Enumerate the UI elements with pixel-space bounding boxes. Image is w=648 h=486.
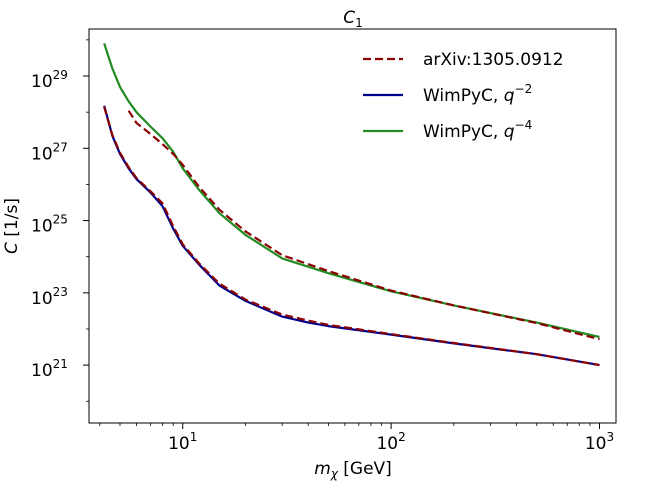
series-line-3 bbox=[103, 106, 600, 367]
series-line-1 bbox=[127, 110, 600, 341]
y-tick-label-1: 1023 bbox=[31, 285, 68, 309]
x-axis-label: mχ [GeV] bbox=[314, 459, 392, 481]
chart-title: C1 bbox=[343, 8, 363, 30]
plot-frame bbox=[88, 28, 617, 424]
legend: arXiv:1305.0912 WimPyC, q−2 WimPyC, q−4 bbox=[363, 50, 564, 142]
axes-layer: 101 102 103 1021 1023 1025 1027 1029 bbox=[31, 39, 614, 454]
x-tick-label-1: 102 bbox=[376, 430, 405, 454]
y-tick-label-4: 1029 bbox=[31, 68, 68, 92]
x-tick-label-0: 101 bbox=[168, 430, 197, 454]
x-tick-label-2: 103 bbox=[585, 430, 614, 454]
series-layer bbox=[103, 43, 600, 367]
legend-label-2: WimPyC, q−4 bbox=[423, 118, 532, 142]
y-tick-label-3: 1027 bbox=[31, 140, 68, 164]
y-tick-label-0: 1021 bbox=[31, 357, 68, 381]
legend-label-0: arXiv:1305.0912 bbox=[423, 50, 564, 70]
y-tick-label-2: 1025 bbox=[31, 213, 68, 237]
y-axis-label: C [1/s] bbox=[2, 198, 22, 254]
legend-label-1: WimPyC, q−2 bbox=[423, 82, 532, 106]
